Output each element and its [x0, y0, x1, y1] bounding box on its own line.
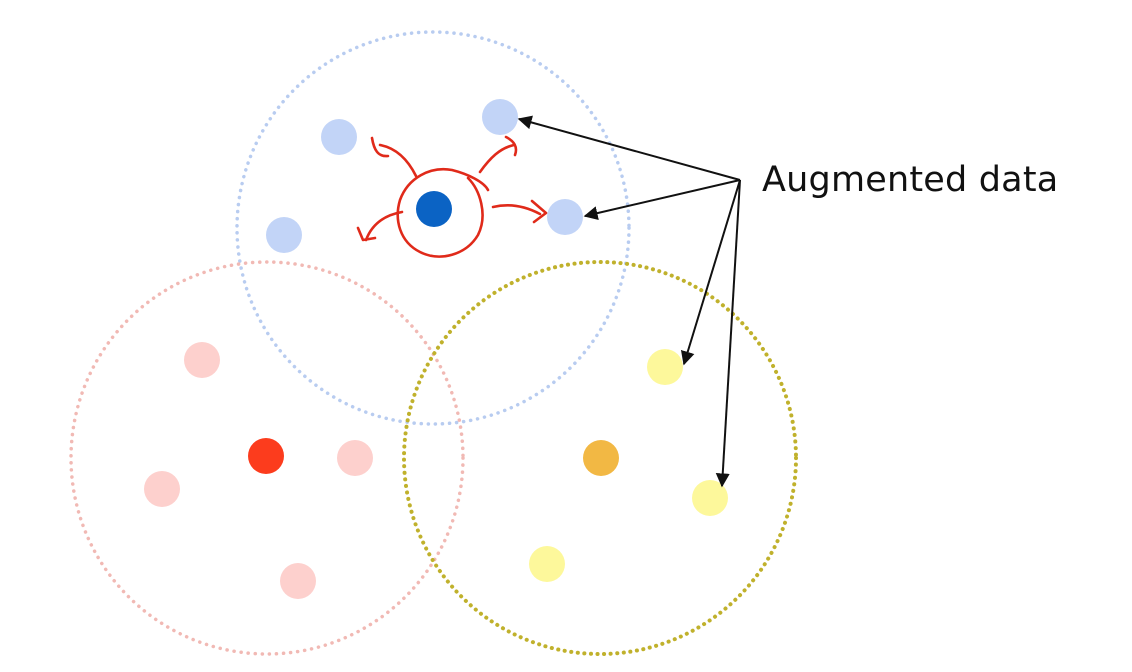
perturbation-scribble — [356, 135, 548, 258]
yellow-augmented-point — [529, 546, 565, 582]
annotation-arrow — [680, 179, 741, 366]
yellow-augmented-point — [647, 349, 683, 385]
annotation-arrow — [517, 115, 741, 181]
red-cluster-ring — [69, 260, 465, 656]
scribble-arrow — [478, 143, 516, 174]
annotation-arrow — [715, 179, 741, 488]
scribble-arrow — [364, 210, 404, 242]
yellow-augmented-point — [692, 480, 728, 516]
annotation-arrows — [517, 115, 741, 488]
blue-augmented-point — [547, 199, 583, 235]
yellow-anchor-point — [583, 440, 619, 476]
scribble-arrow — [370, 136, 390, 158]
red-augmented-point — [144, 471, 180, 507]
blue-augmented-point — [482, 99, 518, 135]
scribble-arrow — [504, 135, 518, 157]
red-anchor-point — [248, 438, 284, 474]
blue-augmented-point — [321, 119, 357, 155]
augmented-data-label: Augmented data — [762, 160, 1059, 200]
red-augmented-point — [280, 563, 316, 599]
scribble-arrow — [491, 203, 542, 216]
blue-augmented-point — [266, 217, 302, 253]
scribble-arrow — [530, 199, 548, 224]
red-augmented-point — [184, 342, 220, 378]
yellow-cluster-ring — [402, 260, 798, 656]
scribble-arrow — [356, 226, 377, 242]
scribble-loop — [396, 167, 490, 258]
scribble-arrow — [378, 143, 418, 178]
blue-cluster-ring — [235, 30, 631, 426]
red-augmented-point — [337, 440, 373, 476]
annotation-arrow — [583, 179, 741, 220]
blue-anchor-point — [416, 191, 452, 227]
